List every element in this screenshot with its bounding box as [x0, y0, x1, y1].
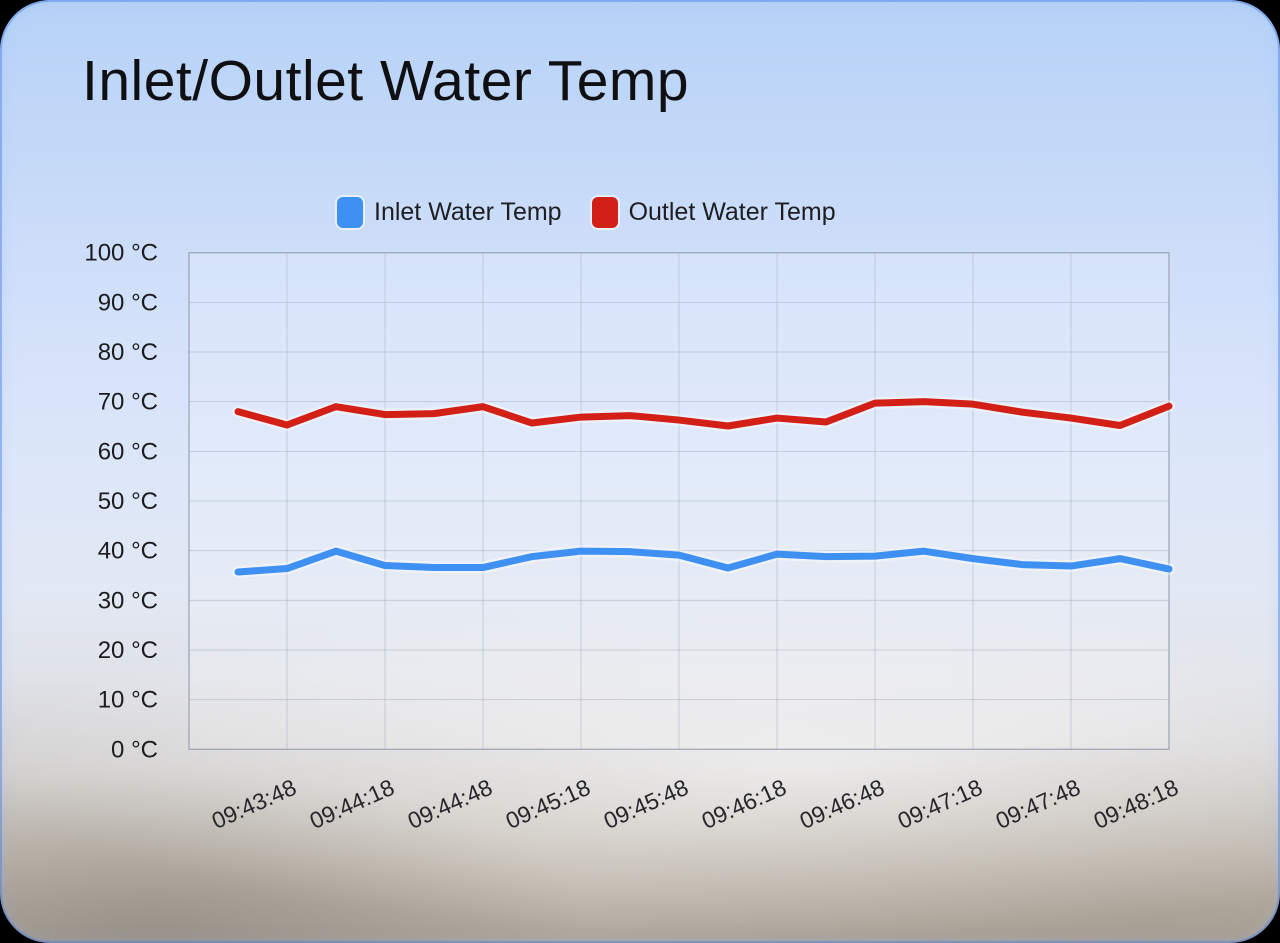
y-tick-label: 80 °C: [98, 339, 158, 366]
y-tick-label: 70 °C: [98, 389, 158, 416]
chart-legend: Inlet Water Temp Outlet Water Temp: [337, 197, 836, 228]
inlet-line: [234, 547, 1173, 576]
x-tick-label: 09:44:48: [404, 774, 496, 834]
outlet-line: [234, 398, 1173, 430]
inlet-color-chip: [337, 197, 363, 228]
y-tick-label: 20 °C: [98, 637, 158, 664]
y-tick-label: 50 °C: [98, 488, 158, 515]
outlet-color-chip: [591, 197, 618, 228]
plot-border: [188, 252, 1170, 750]
y-tick-label: 60 °C: [98, 438, 158, 465]
page-title: Inlet/Outlet Water Temp: [82, 49, 690, 113]
x-tick-label: 09:46:18: [698, 774, 790, 834]
y-tick-label: 40 °C: [98, 538, 158, 565]
x-tick-label: 09:44:18: [306, 774, 398, 834]
x-tick-label: 09:47:48: [992, 774, 1084, 834]
legend-item-inlet[interactable]: Inlet Water Temp: [337, 197, 562, 228]
x-tick-label: 09:46:48: [796, 774, 888, 834]
legend-label-outlet: Outlet Water Temp: [628, 198, 836, 226]
x-tick-label: 09:45:18: [502, 774, 594, 834]
y-tick-label: 10 °C: [98, 687, 158, 714]
y-tick-label: 0 °C: [111, 736, 158, 763]
x-tick-label: 09:43:48: [208, 774, 300, 834]
y-tick-label: 30 °C: [98, 587, 158, 614]
y-tick-label: 90 °C: [98, 289, 158, 316]
legend-item-outlet[interactable]: Outlet Water Temp: [591, 197, 836, 228]
x-tick-label: 09:48:18: [1090, 774, 1182, 834]
x-tick-label: 09:45:48: [600, 774, 692, 834]
y-tick-label: 100 °C: [84, 240, 158, 267]
legend-label-inlet: Inlet Water Temp: [374, 198, 562, 226]
x-tick-label: 09:47:18: [894, 774, 986, 834]
